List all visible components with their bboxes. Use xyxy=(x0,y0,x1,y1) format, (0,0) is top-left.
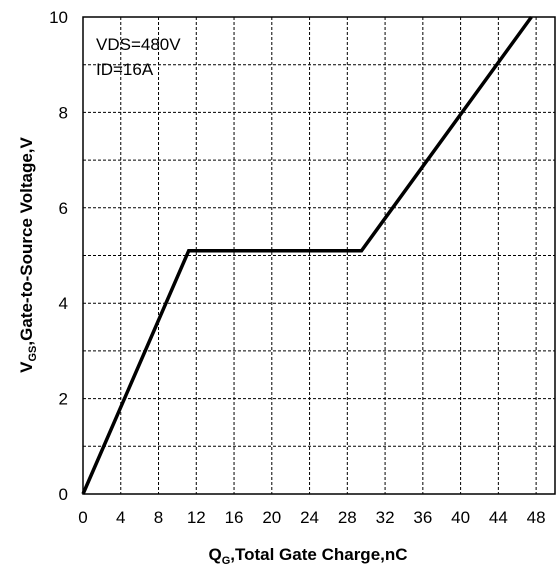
y-tick-label: 10 xyxy=(49,8,68,27)
x-tick-label: 16 xyxy=(225,508,244,527)
x-tick-label: 8 xyxy=(154,508,163,527)
x-axis-title: QG,Total Gate Charge,nC xyxy=(208,545,407,567)
y-tick-label: 4 xyxy=(59,294,68,313)
y-tick-labels: 0 2 4 6 8 10 xyxy=(49,8,68,504)
grid xyxy=(83,17,555,494)
x-tick-label: 40 xyxy=(451,508,470,527)
x-tick-label: 28 xyxy=(338,508,357,527)
plot-frame xyxy=(82,16,556,495)
x-tick-label: 4 xyxy=(116,508,125,527)
y-tick-label: 0 xyxy=(59,485,68,504)
series-group xyxy=(81,15,533,495)
x-tick-labels: 0 4 8 12 16 20 24 28 32 36 40 44 48 xyxy=(78,508,545,527)
y-tick-label: 8 xyxy=(59,103,68,122)
x-tick-label: 20 xyxy=(262,508,281,527)
annotation-vds: VDS=480V xyxy=(96,35,181,54)
x-tick-label: 12 xyxy=(187,508,206,527)
y-axis-title: VGS,Gate-to-Source Voltage,V xyxy=(17,136,39,372)
x-tick-label: 36 xyxy=(413,508,432,527)
y-tick-label: 2 xyxy=(59,390,68,409)
x-tick-label: 0 xyxy=(78,508,87,527)
annotation-id: ID=16A xyxy=(96,60,154,79)
x-tick-label: 48 xyxy=(527,508,546,527)
series-line xyxy=(81,15,533,495)
x-tick-label: 44 xyxy=(489,508,508,527)
x-tick-label: 24 xyxy=(300,508,319,527)
x-tick-label: 32 xyxy=(376,508,395,527)
y-tick-label: 6 xyxy=(59,199,68,218)
